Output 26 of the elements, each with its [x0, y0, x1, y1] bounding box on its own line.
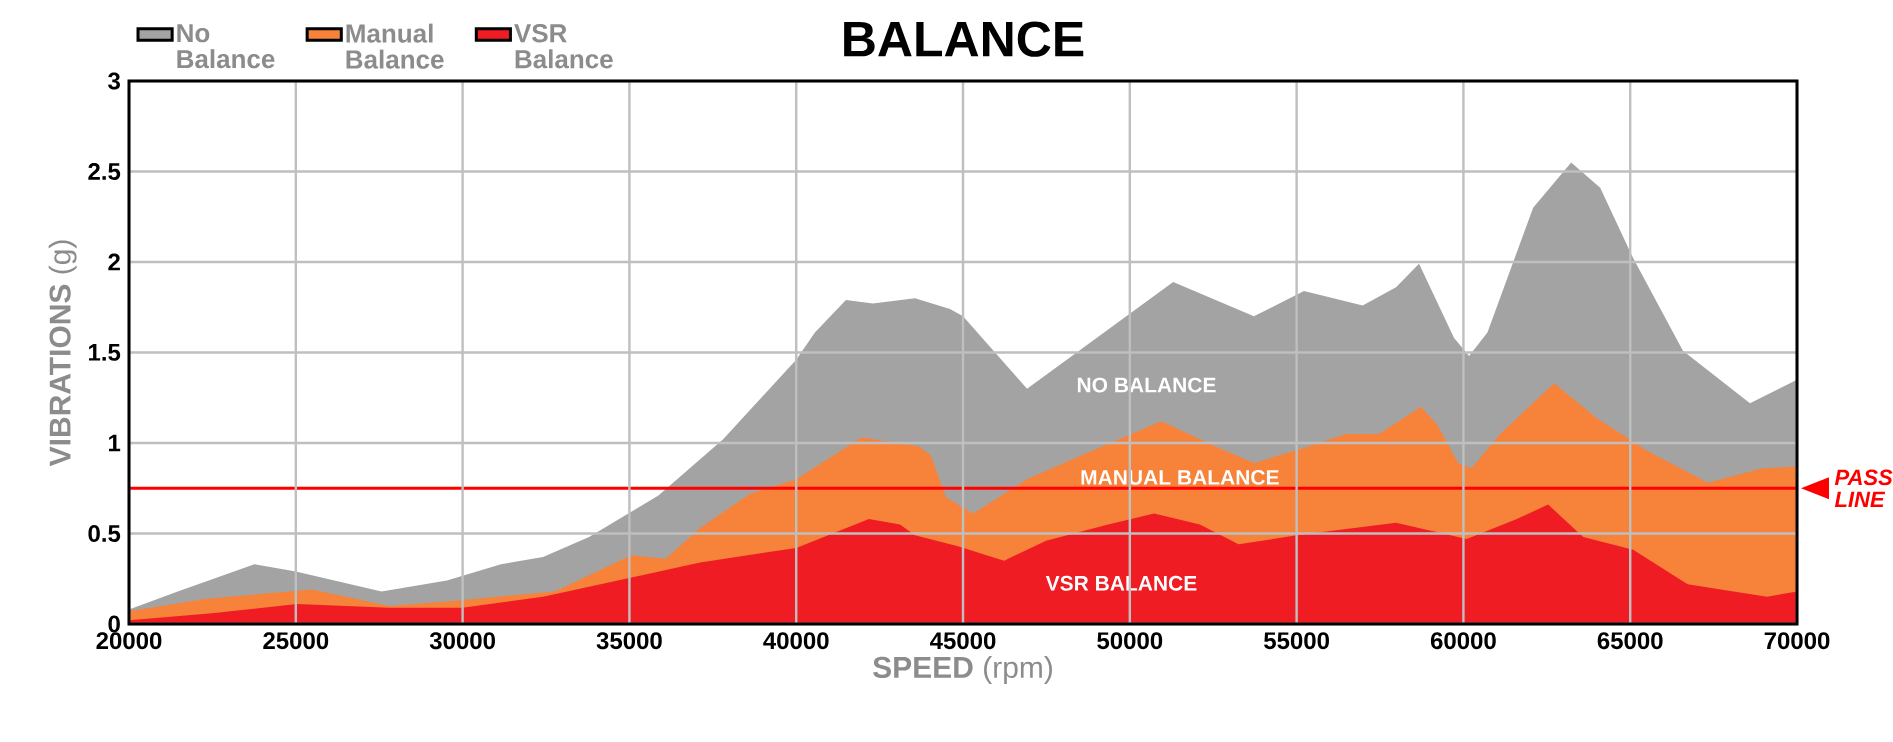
legend-label: VSR Balance: [514, 23, 613, 69]
y-tick-label: 2: [108, 253, 120, 271]
x-tick-label: 30000: [429, 632, 495, 650]
x-tick-label: 50000: [1097, 632, 1163, 650]
x-tick-label: 20000: [96, 632, 162, 650]
legend-label: Manual Balance: [346, 23, 444, 69]
x-tick-label: 70000: [1764, 632, 1830, 650]
x-tick-label: 55000: [1264, 632, 1329, 650]
annotation: NO BALANCE: [1077, 377, 1216, 393]
legend-label: No Balance: [177, 24, 275, 69]
y-tick-label: 2.5: [88, 163, 121, 180]
x-tick-label: 60000: [1430, 632, 1496, 650]
y-tick-label: 0: [108, 615, 120, 633]
x-axis-title: SPEED (rpm): [873, 656, 1052, 684]
y-tick-label: 3: [108, 72, 120, 90]
chart-title: BALANCE: [844, 21, 1084, 57]
x-tick-label: 45000: [930, 632, 996, 650]
ref-line-label: PASS LINE: [1834, 469, 1893, 507]
y-tick-label: 1: [109, 434, 121, 452]
x-tick-label: 35000: [596, 632, 662, 650]
x-tick-label: 25000: [263, 632, 329, 650]
x-tick-label: 40000: [763, 632, 829, 650]
x-tick-label: 65000: [1597, 632, 1663, 650]
y-tick-label: 0.5: [88, 525, 121, 542]
y-tick-label: 1.5: [88, 344, 121, 361]
y-axis-title: VIBRATIONS (g): [48, 240, 77, 467]
